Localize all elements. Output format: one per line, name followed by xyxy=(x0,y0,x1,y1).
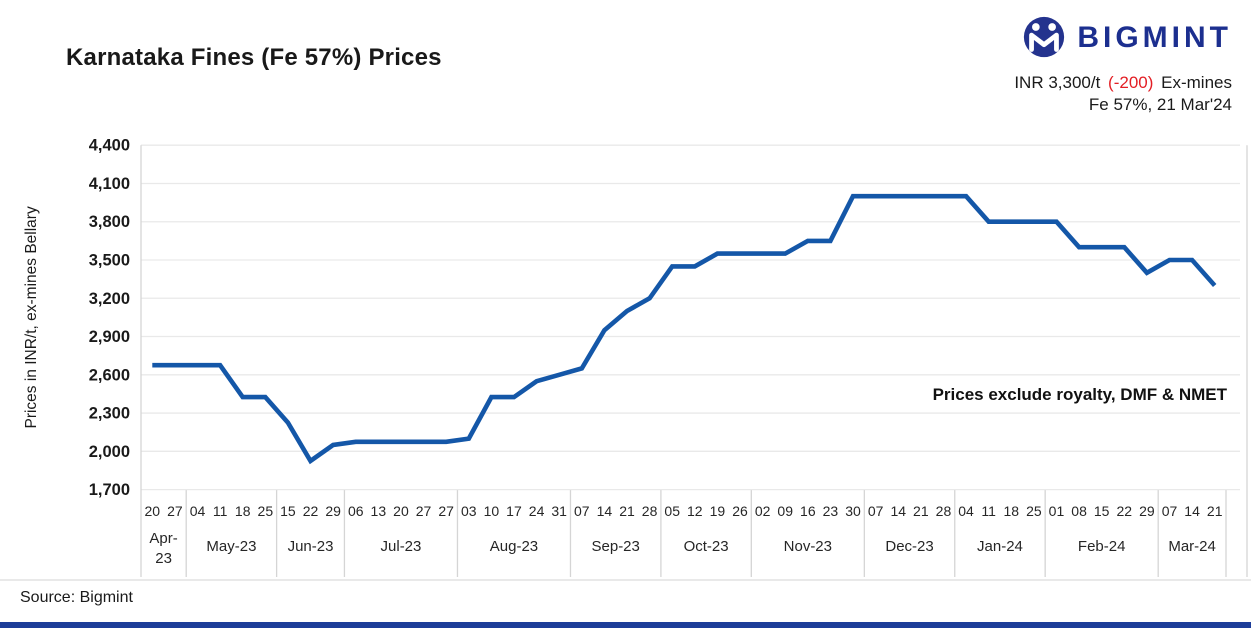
x-tick-day-label: 20 xyxy=(145,503,161,519)
page-title: Karnataka Fines (Fe 57%) Prices xyxy=(66,44,442,71)
x-month-label: Nov-23 xyxy=(784,538,832,555)
price-detail: Fe 57%, 21 Mar'24 xyxy=(1088,95,1232,114)
x-tick-day-label: 03 xyxy=(461,503,477,519)
x-tick-day-label: 07 xyxy=(868,503,884,519)
x-month-label: Feb-24 xyxy=(1078,538,1126,555)
y-tick-label: 3,500 xyxy=(89,252,130,270)
x-tick-day-label: 29 xyxy=(1139,503,1155,519)
x-tick-day-label: 06 xyxy=(348,503,364,519)
price-reference-block: INR 3,300/t (-200) Ex-mines Fe 57%, 21 M… xyxy=(1014,72,1232,116)
y-axis-title: Prices in INR/t, ex-mines Bellary xyxy=(23,206,40,428)
y-tick-label: 3,200 xyxy=(89,290,130,308)
price-reference-line: INR 3,300/t (-200) Ex-mines xyxy=(1014,72,1232,94)
x-tick-day-label: 15 xyxy=(1094,503,1110,519)
y-tick-label: 2,600 xyxy=(89,366,130,384)
y-tick-label: 2,000 xyxy=(89,443,130,461)
y-tick-label: 4,400 xyxy=(89,137,130,155)
brand-name: BIGMINT xyxy=(1077,21,1232,54)
y-tick-label: 2,900 xyxy=(89,328,130,346)
x-tick-day-label: 27 xyxy=(416,503,432,519)
x-tick-day-label: 28 xyxy=(936,503,952,519)
y-tick-label: 4,100 xyxy=(89,175,130,193)
y-tick-label: 2,300 xyxy=(89,405,130,423)
x-month-label: Mar-24 xyxy=(1168,538,1216,555)
x-tick-day-label: 26 xyxy=(732,503,748,519)
x-tick-day-label: 28 xyxy=(642,503,658,519)
x-tick-day-label: 23 xyxy=(823,503,839,519)
y-tick-label: 1,700 xyxy=(89,481,130,499)
x-tick-day-label: 10 xyxy=(484,503,500,519)
x-tick-day-label: 04 xyxy=(958,503,974,519)
x-tick-day-label: 21 xyxy=(619,503,635,519)
x-tick-day-label: 07 xyxy=(1162,503,1178,519)
brand: BIGMINT xyxy=(1021,15,1232,61)
x-tick-day-label: 11 xyxy=(213,503,228,519)
x-tick-day-label: 02 xyxy=(755,503,771,519)
x-tick-day-label: 11 xyxy=(981,503,996,519)
x-tick-day-label: 14 xyxy=(1184,503,1200,519)
x-tick-day-label: 16 xyxy=(800,503,816,519)
x-tick-day-label: 20 xyxy=(393,503,409,519)
x-tick-day-label: 09 xyxy=(777,503,793,519)
x-tick-day-label: 25 xyxy=(258,503,274,519)
x-month-label: Jun-23 xyxy=(288,538,334,555)
x-month-label: Oct-23 xyxy=(684,538,729,555)
chart-annotation: Prices exclude royalty, DMF & NMET xyxy=(933,385,1228,404)
x-month-label: May-23 xyxy=(206,538,256,555)
x-month-label: Jul-23 xyxy=(381,538,422,555)
x-tick-day-label: 08 xyxy=(1071,503,1087,519)
x-tick-day-label: 18 xyxy=(1003,503,1019,519)
price-terms: Ex-mines xyxy=(1161,73,1232,92)
x-tick-day-label: 29 xyxy=(325,503,341,519)
x-tick-day-label: 21 xyxy=(1207,503,1223,519)
x-tick-day-label: 22 xyxy=(303,503,319,519)
price-change-badge: (-200) xyxy=(1108,73,1154,92)
x-month-label: Aug-23 xyxy=(490,538,538,555)
source-note: Source: Bigmint xyxy=(20,589,133,606)
x-tick-day-label: 14 xyxy=(890,503,906,519)
x-tick-day-label: 15 xyxy=(280,503,296,519)
x-tick-day-label: 24 xyxy=(529,503,545,519)
x-tick-day-label: 31 xyxy=(551,503,567,519)
bigmint-logo-icon xyxy=(1024,16,1065,58)
price-line-series xyxy=(152,193,1217,465)
x-month-label: Sep-23 xyxy=(592,538,640,555)
x-month-label: Dec-23 xyxy=(885,538,933,555)
x-tick-day-label: 22 xyxy=(1116,503,1132,519)
x-tick-day-label: 30 xyxy=(845,503,861,519)
x-tick-day-label: 19 xyxy=(710,503,726,519)
price-value: INR 3,300/t xyxy=(1014,73,1101,92)
bottom-accent-bar xyxy=(0,622,1251,628)
x-tick-day-label: 25 xyxy=(1026,503,1042,519)
x-tick-day-label: 17 xyxy=(506,503,522,519)
x-tick-day-label: 14 xyxy=(597,503,613,519)
x-tick-day-label: 12 xyxy=(687,503,703,519)
x-month-label: Apr-23 xyxy=(149,530,177,567)
x-month-label: Jan-24 xyxy=(977,538,1023,555)
x-tick-day-label: 01 xyxy=(1049,503,1065,519)
y-tick-label: 3,800 xyxy=(89,213,130,231)
x-tick-day-label: 04 xyxy=(190,503,206,519)
x-tick-day-label: 13 xyxy=(371,503,387,519)
x-tick-day-label: 18 xyxy=(235,503,251,519)
x-tick-day-label: 07 xyxy=(574,503,590,519)
x-tick-day-label: 27 xyxy=(438,503,454,519)
x-tick-day-label: 05 xyxy=(664,503,680,519)
x-tick-day-label: 27 xyxy=(167,503,183,519)
x-tick-day-label: 21 xyxy=(913,503,929,519)
